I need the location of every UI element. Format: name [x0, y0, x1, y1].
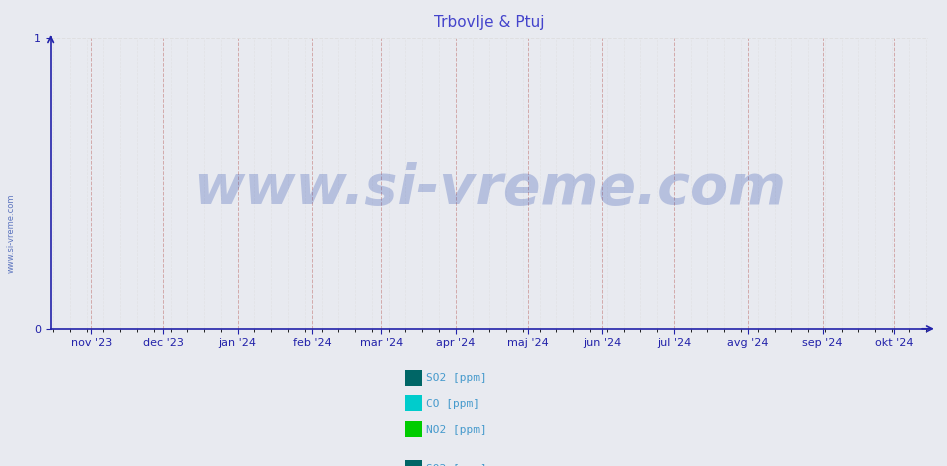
Text: www.si-vreme.com: www.si-vreme.com: [7, 193, 16, 273]
Text: SO2 [ppm]: SO2 [ppm]: [426, 464, 487, 466]
Text: SO2 [ppm]: SO2 [ppm]: [426, 373, 487, 384]
Text: www.si-vreme.com: www.si-vreme.com: [193, 162, 786, 216]
Text: CO [ppm]: CO [ppm]: [426, 399, 480, 409]
Text: NO2 [ppm]: NO2 [ppm]: [426, 425, 487, 435]
Title: Trbovlje & Ptuj: Trbovlje & Ptuj: [434, 15, 545, 30]
